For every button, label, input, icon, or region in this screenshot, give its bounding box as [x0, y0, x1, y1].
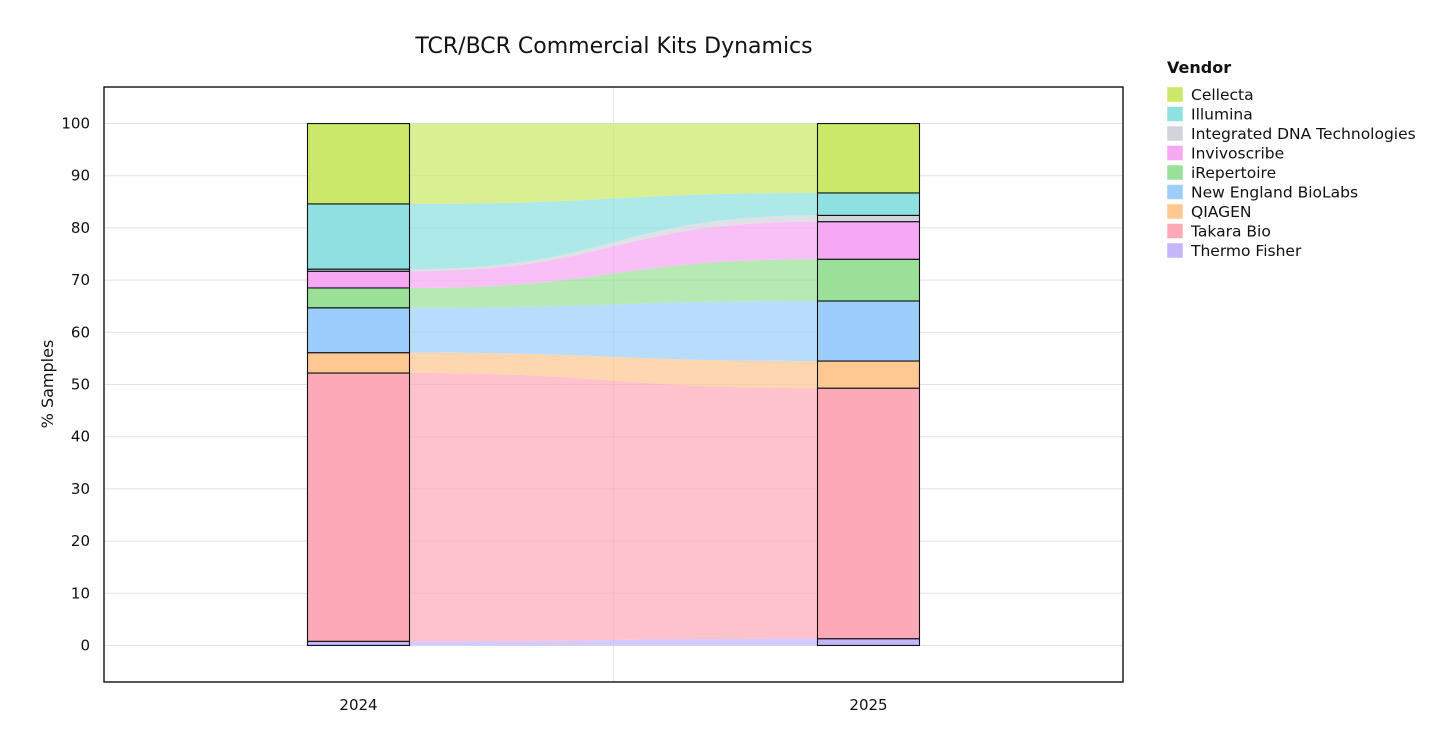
- flow-band-integrated-dna-technologies: [409, 215, 818, 272]
- plot-area: [103, 86, 1124, 683]
- bar-segments: [306, 122, 921, 647]
- chart-title: TCR/BCR Commercial Kits Dynamics: [414, 34, 812, 59]
- bar-segment-integrated-dna-technologies-2025: [816, 214, 921, 223]
- bar-segment-new-england-biolabs-2024: [306, 307, 411, 354]
- y-tick-label: 10: [71, 584, 90, 602]
- legend-label-integrated-dna-technologies: Integrated DNA Technologies: [1191, 125, 1416, 143]
- legend-label-qiagen: QIAGEN: [1191, 203, 1252, 221]
- y-tick-label: 60: [71, 323, 90, 341]
- bar-segment-qiagen-2024: [306, 352, 411, 374]
- plot-frame: [103, 86, 1124, 683]
- legend-swatch-thermo-fisher: [1166, 242, 1184, 259]
- legend-label-cellecta: Cellecta: [1191, 86, 1254, 104]
- bar-segment-takara-bio-2025: [816, 387, 921, 640]
- bar-segment-takara-bio-2024: [306, 372, 411, 642]
- y-tick-label: 30: [71, 480, 90, 498]
- bar-segment-invivoscribe-2024: [306, 270, 411, 289]
- legend-label-takara-bio: Takara Bio: [1190, 223, 1271, 241]
- legend-swatch-qiagen: [1166, 203, 1184, 220]
- legend-swatch-new-england-biolabs: [1166, 184, 1184, 200]
- bar-segment-thermo-fisher-2024: [306, 640, 411, 647]
- flow-band-takara-bio: [409, 373, 818, 642]
- x-tick-label: 2025: [849, 696, 887, 714]
- y-axis-label: % Samples: [38, 340, 57, 429]
- y-tick-label: 40: [71, 428, 90, 446]
- flow-band-new-england-biolabs: [409, 300, 818, 362]
- legend-label-illumina: Illumina: [1191, 106, 1253, 124]
- y-axis-ticks: 0 10 20 30 40 50 60 70 80 90 100: [61, 115, 90, 655]
- bar-segment-irepertoire-2024: [306, 287, 411, 309]
- flow-bands: [409, 123, 818, 646]
- legend-swatch-integrated-dna-technologies: [1166, 125, 1184, 142]
- bar-segment-invivoscribe-2025: [816, 221, 921, 260]
- flow-band-qiagen: [409, 352, 818, 389]
- legend-swatch-cellecta: [1166, 86, 1184, 103]
- y-tick-label: 0: [80, 636, 90, 654]
- legend-swatch-takara-bio: [1166, 223, 1184, 239]
- flow-band-irepertoire: [409, 259, 818, 308]
- bar-segment-cellecta-2025: [816, 122, 921, 194]
- legend-label-thermo-fisher: Thermo Fisher: [1190, 242, 1302, 260]
- legend-swatch-illumina: [1166, 106, 1184, 122]
- bar-segment-illumina-2024: [306, 203, 411, 270]
- flow-band-thermo-fisher: [409, 638, 818, 646]
- y-tick-label: 20: [71, 532, 90, 550]
- legend-label-irepertoire: iRepertoire: [1191, 164, 1276, 182]
- y-tick-label: 50: [71, 376, 90, 394]
- legend-label-new-england-biolabs: New England BioLabs: [1191, 184, 1358, 202]
- x-tick-label: 2024: [339, 696, 377, 714]
- bar-segment-illumina-2025: [816, 192, 921, 216]
- legend-swatch-invivoscribe: [1166, 145, 1184, 161]
- y-tick-label: 100: [61, 115, 90, 133]
- bar-segment-thermo-fisher-2025: [816, 638, 921, 647]
- y-tick-label: 90: [71, 167, 90, 185]
- bar-segment-irepertoire-2025: [816, 258, 921, 302]
- flow-band-illumina: [409, 192, 818, 270]
- flow-band-invivoscribe: [409, 221, 818, 288]
- bar-segment-qiagen-2025: [816, 360, 921, 389]
- x-axis-ticks: 2024 2025: [339, 696, 887, 714]
- legend-swatch-irepertoire: [1166, 164, 1184, 181]
- bar-segment-new-england-biolabs-2025: [816, 300, 921, 362]
- y-tick-label: 70: [71, 271, 90, 289]
- bar-segment-cellecta-2024: [306, 122, 411, 205]
- legend-title: Vendor: [1167, 58, 1231, 77]
- y-tick-label: 80: [71, 219, 90, 237]
- flow-band-cellecta: [409, 123, 818, 204]
- legend-label-invivoscribe: Invivoscribe: [1191, 145, 1284, 163]
